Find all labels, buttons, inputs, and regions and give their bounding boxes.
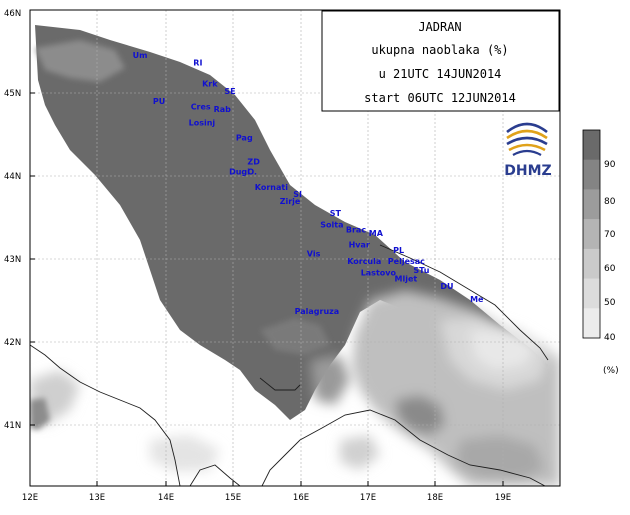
place-label-krk: Krk — [202, 79, 218, 88]
lon-tick-17e: 17E — [360, 493, 376, 503]
place-label-palagruza: Palagruza — [295, 307, 340, 316]
colorbar-label-70: 70 — [604, 230, 616, 240]
place-label-si: SI — [293, 190, 302, 199]
place-label-se: SE — [224, 87, 235, 96]
title-box: JADRAN ukupna naoblaka (%) u 21UTC 14JUN… — [321, 10, 560, 112]
axis-ticks — [29, 9, 504, 486]
place-label-zirje: Zirje — [280, 197, 301, 206]
colorbar-label-90: 90 — [604, 160, 616, 170]
title-run-start: start 06UTC 12JUN2014 — [364, 91, 516, 105]
lat-tick-labels: 46N 45N 44N 43N 42N 41N — [4, 9, 21, 431]
title-region: JADRAN — [418, 20, 461, 34]
coastline — [30, 244, 549, 486]
place-label-cres: Cres — [191, 103, 211, 112]
place-label-brac: Brac — [346, 225, 366, 234]
colorbar-label-80: 80 — [604, 197, 616, 207]
colorbar-swatch — [583, 159, 600, 190]
lat-tick-44n: 44N — [4, 172, 21, 182]
place-label-zd: ZD — [247, 157, 260, 166]
place-label-korcula: Korcula — [347, 257, 381, 266]
lat-tick-46n: 46N — [4, 9, 21, 19]
colorbar-swatch — [583, 278, 600, 309]
lon-tick-16e: 16E — [293, 493, 309, 503]
colorbar-unit: (%) — [603, 366, 619, 376]
colorbar-label-50: 50 — [604, 298, 616, 308]
place-label-pl: PL — [393, 246, 404, 255]
lon-tick-13e: 13E — [89, 493, 105, 503]
place-label-ri: RI — [193, 59, 202, 68]
lat-tick-43n: 43N — [4, 255, 21, 265]
place-label-ma: MA — [369, 229, 384, 238]
place-label-me: Me — [470, 295, 484, 304]
place-label-vis: Vis — [307, 250, 321, 259]
colorbar-label-60: 60 — [604, 264, 616, 274]
lat-tick-42n: 42N — [4, 338, 21, 348]
place-label-st: ST — [330, 209, 342, 218]
plot-frame — [29, 9, 561, 487]
place-label-hvar: Hvar — [349, 240, 370, 249]
place-label-solta: Solta — [320, 221, 343, 230]
title-variable: ukupna naoblaka (%) — [371, 43, 508, 57]
place-label-losinj: Losinj — [189, 118, 216, 127]
colorbar-swatch — [583, 248, 600, 280]
lon-tick-14e: 14E — [158, 493, 174, 503]
colorbar-label-40: 40 — [604, 333, 616, 343]
place-label-pag: Pag — [236, 133, 253, 142]
lon-tick-labels: 12E 13E 14E 15E 16E 17E 18E 19E — [22, 493, 511, 503]
lon-tick-19e: 19E — [495, 493, 511, 503]
lon-tick-18e: 18E — [427, 493, 443, 503]
title-valid-time: u 21UTC 14JUN2014 — [379, 67, 502, 81]
colorbar: 90 80 70 60 50 40 (%) — [582, 129, 619, 376]
place-label-mljet: Mljet — [395, 274, 418, 283]
cloud-field — [30, 10, 560, 486]
colorbar-swatch — [583, 130, 600, 161]
place-label-lastovo: Lastovo — [361, 269, 397, 278]
lat-tick-41n: 41N — [4, 421, 21, 431]
place-label-um: Um — [133, 51, 148, 60]
colorbar-swatch — [583, 189, 600, 220]
lat-tick-45n: 45N — [4, 89, 21, 99]
place-label-dugi: Dugi — [229, 167, 250, 176]
colorbar-swatch — [583, 219, 600, 250]
place-label-peljesac: Peljesac — [388, 257, 425, 266]
place-label-pu: PU — [153, 97, 165, 106]
dhmz-logo: DHMZ — [504, 118, 552, 179]
place-label-kornati: Kornati — [255, 183, 288, 192]
cloud-field-dark — [35, 25, 548, 420]
place-label-stu: STu — [413, 266, 429, 275]
lon-tick-12e: 12E — [22, 493, 38, 503]
dhmz-logo-text: DHMZ — [504, 163, 551, 179]
dhmz-logo-mark — [505, 118, 549, 158]
colorbar-swatch — [583, 308, 600, 339]
place-label-o-: O. — [247, 167, 257, 176]
place-label-du: DU — [440, 282, 453, 291]
place-label-rab: Rab — [214, 105, 232, 114]
lon-tick-15e: 15E — [225, 493, 241, 503]
